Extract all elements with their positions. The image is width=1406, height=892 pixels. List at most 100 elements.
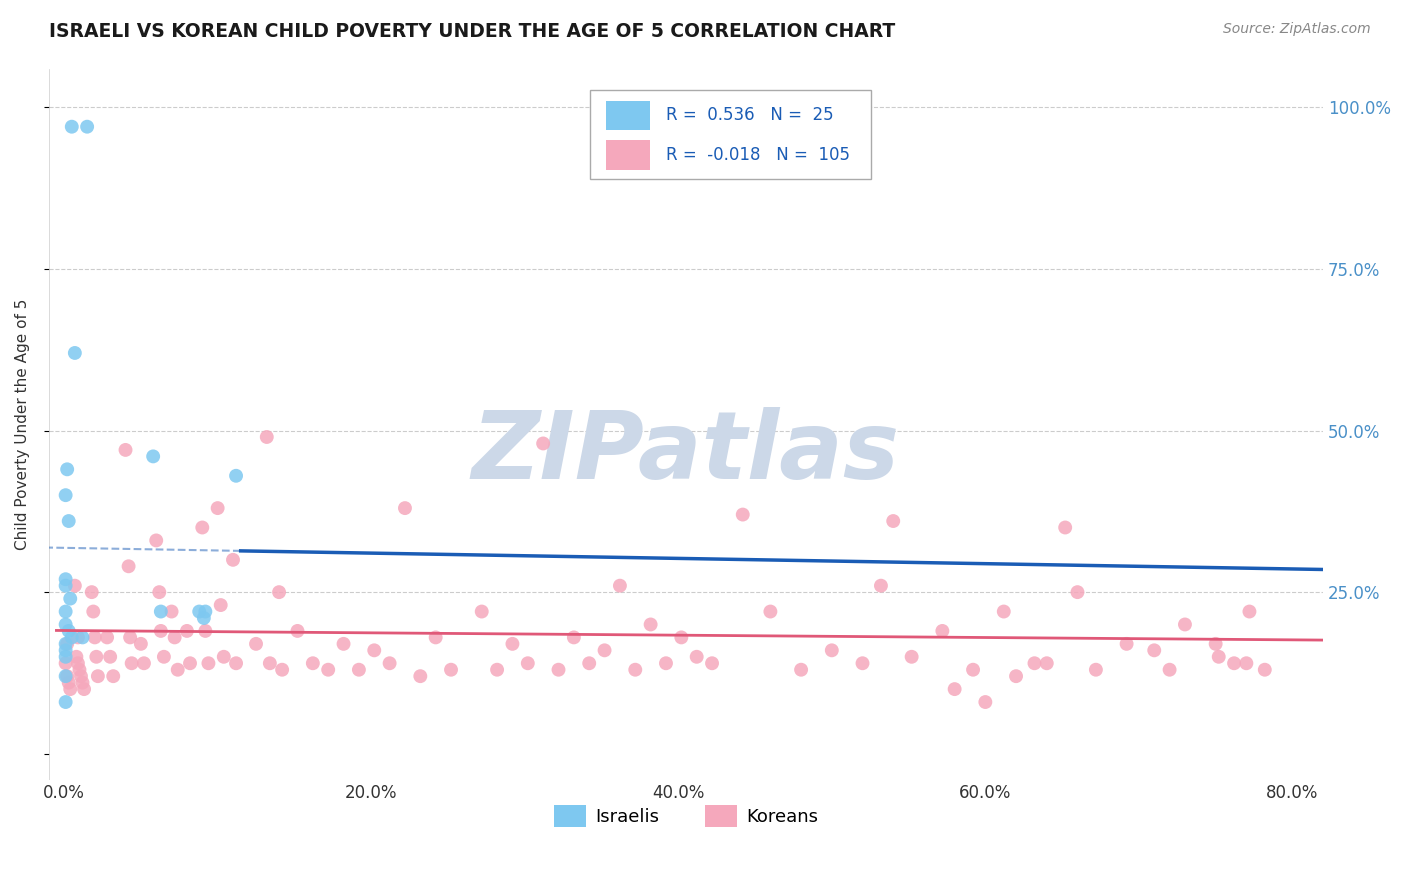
Point — [73, 682, 96, 697]
Point — [1205, 637, 1227, 651]
Point — [1024, 657, 1046, 671]
Point — [1159, 663, 1181, 677]
Point — [256, 430, 278, 444]
Point — [1143, 643, 1166, 657]
Point — [60, 120, 83, 134]
Point — [149, 624, 172, 638]
Point — [55, 695, 77, 709]
Point — [363, 643, 385, 657]
Point — [66, 631, 89, 645]
Text: ZIPatlas: ZIPatlas — [472, 407, 900, 499]
Point — [609, 579, 631, 593]
Point — [222, 553, 245, 567]
Point — [993, 605, 1015, 619]
Point — [1234, 657, 1257, 671]
Point — [593, 643, 616, 657]
Point — [259, 657, 281, 671]
Point — [132, 657, 155, 671]
Point — [148, 585, 170, 599]
Point — [962, 663, 984, 677]
Point — [562, 631, 585, 645]
Point — [974, 695, 997, 709]
Point — [56, 669, 79, 683]
Point — [58, 624, 80, 638]
Text: Source: ZipAtlas.com: Source: ZipAtlas.com — [1223, 22, 1371, 37]
Bar — [606, 101, 650, 130]
Point — [851, 657, 873, 671]
Point — [578, 657, 600, 671]
Legend: Israelis, Koreans: Israelis, Koreans — [547, 798, 825, 835]
Point — [56, 462, 79, 476]
Point — [188, 605, 211, 619]
Point — [624, 663, 647, 677]
Point — [267, 585, 290, 599]
Point — [193, 611, 215, 625]
Point — [655, 657, 678, 671]
Point — [149, 605, 172, 619]
Point — [409, 669, 432, 683]
Point — [153, 649, 176, 664]
Point — [56, 637, 79, 651]
Point — [72, 675, 94, 690]
Point — [197, 657, 219, 671]
Point — [640, 617, 662, 632]
Point — [191, 520, 214, 534]
Point — [179, 657, 201, 671]
Point — [821, 643, 844, 657]
Point — [943, 682, 966, 697]
Point — [686, 649, 709, 664]
Point — [60, 631, 83, 645]
Point — [425, 631, 447, 645]
Point — [86, 649, 108, 664]
Point — [103, 669, 125, 683]
Point — [87, 669, 110, 683]
Point — [142, 450, 165, 464]
FancyBboxPatch shape — [591, 90, 870, 178]
Point — [80, 585, 103, 599]
Point — [212, 649, 235, 664]
Point — [1035, 657, 1057, 671]
Point — [55, 637, 77, 651]
Point — [58, 514, 80, 528]
Point — [759, 605, 782, 619]
Point — [225, 468, 247, 483]
Point — [671, 631, 693, 645]
Point — [117, 559, 139, 574]
Point — [96, 631, 118, 645]
Point — [121, 657, 143, 671]
Point — [731, 508, 754, 522]
Point — [55, 643, 77, 657]
Point — [1084, 663, 1107, 677]
Point — [55, 572, 77, 586]
Point — [1254, 663, 1277, 677]
Point — [870, 579, 893, 593]
Point — [440, 663, 463, 677]
Point — [194, 605, 217, 619]
Point — [55, 605, 77, 619]
Point — [82, 605, 104, 619]
Point — [194, 624, 217, 638]
Point — [63, 346, 86, 360]
Point — [83, 631, 105, 645]
Point — [882, 514, 904, 528]
Point — [1066, 585, 1088, 599]
Point — [176, 624, 198, 638]
Point — [501, 637, 523, 651]
Point — [332, 637, 354, 651]
Point — [271, 663, 294, 677]
Point — [120, 631, 142, 645]
Point — [59, 682, 82, 697]
Point — [287, 624, 309, 638]
Point — [55, 649, 77, 664]
Point — [166, 663, 188, 677]
Point — [160, 605, 183, 619]
Point — [63, 579, 86, 593]
Point — [163, 631, 186, 645]
Point — [1174, 617, 1197, 632]
Point — [547, 663, 569, 677]
Point — [900, 649, 922, 664]
Point — [55, 669, 77, 683]
Text: ISRAELI VS KOREAN CHILD POVERTY UNDER THE AGE OF 5 CORRELATION CHART: ISRAELI VS KOREAN CHILD POVERTY UNDER TH… — [49, 22, 896, 41]
Point — [516, 657, 538, 671]
Text: R =  0.536   N =  25: R = 0.536 N = 25 — [665, 106, 834, 125]
